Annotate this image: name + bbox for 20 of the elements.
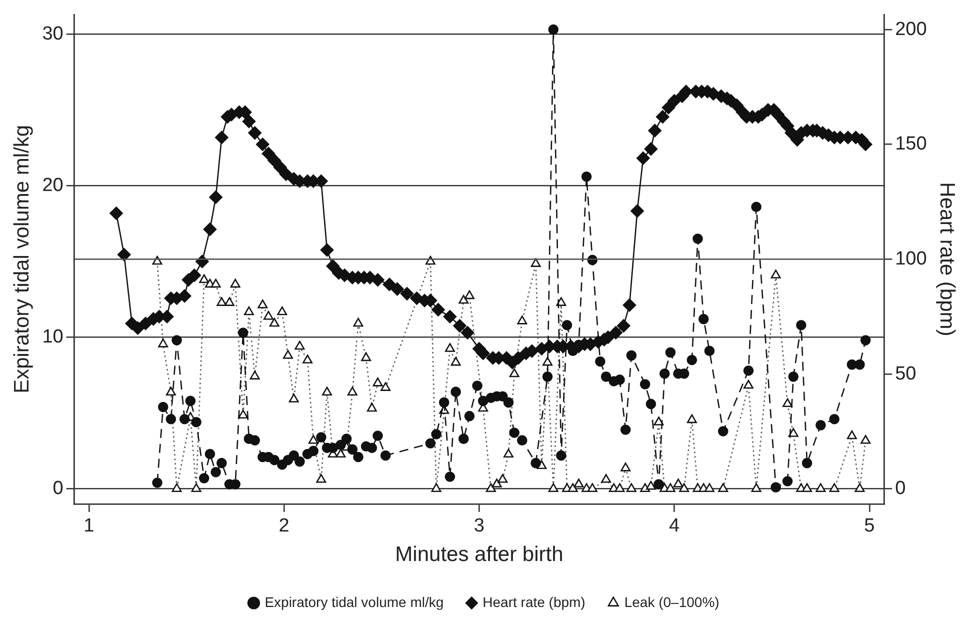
x-tick-label: 5 [864, 516, 875, 537]
y2-tick-label: 200 [895, 18, 927, 40]
y-tick-label: 30 [42, 23, 64, 44]
y2-tick-label: 50 [895, 363, 916, 384]
y2-tick-label: 150 [895, 134, 927, 155]
x-tick-label: 3 [474, 516, 485, 537]
legend-label: Expiratory tidal volume ml/kg [264, 594, 444, 610]
y-tick-label: 20 [42, 174, 64, 196]
y-axis-title: Expiratory tidal volume ml/kg [10, 124, 34, 394]
x-axis-title: Minutes after birth [395, 543, 564, 566]
legend-label: Leak (0–100%) [624, 594, 720, 610]
x-tick-label: 2 [278, 516, 290, 537]
legend-label: Heart rate (bpm) [482, 594, 586, 610]
y2-axis-title: Heart rate (bpm) [936, 182, 959, 336]
x-tick-label: 1 [84, 516, 94, 537]
y-tick-label: 10 [42, 326, 64, 348]
y-tick-label: 0 [52, 478, 64, 500]
x-tick-label: 4 [669, 516, 680, 537]
y2-tick-label: 100 [895, 248, 927, 270]
y2-tick-label: 0 [895, 478, 906, 500]
